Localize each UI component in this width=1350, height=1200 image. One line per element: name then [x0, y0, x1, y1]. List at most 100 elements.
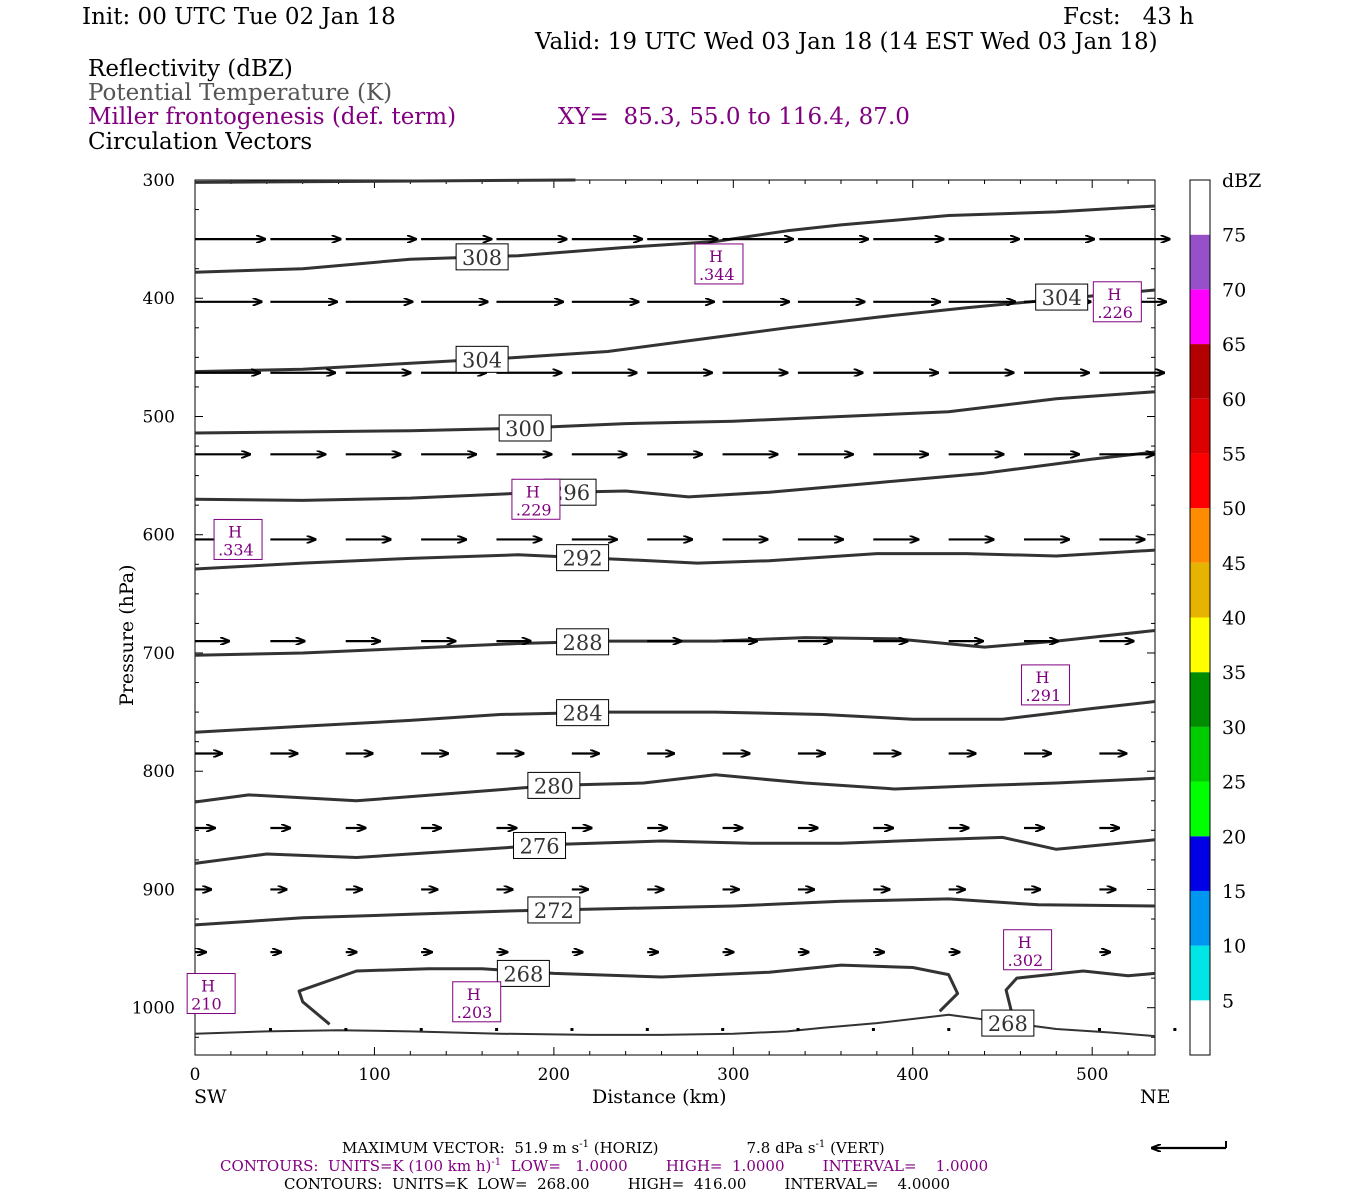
plot-frame — [194, 179, 1156, 1056]
theta-contour-280 — [194, 773, 1156, 804]
y-tick-label: 400 — [143, 289, 175, 309]
wind-vector-dot — [1173, 1027, 1177, 1031]
legend-frontogenesis: Miller frontogenesis (def. term) — [88, 104, 457, 130]
colorbar-segment — [1190, 1000, 1210, 1055]
colorbar-label: 20 — [1222, 826, 1246, 848]
frontogenesis-max-value: .226 — [1097, 303, 1133, 322]
wind-vector-dot — [419, 1027, 423, 1031]
frontogenesis-max-h: H — [201, 977, 215, 996]
theta-contour-268 — [1004, 969, 1156, 1012]
y-tick-label: 600 — [143, 526, 175, 546]
max-vector-line: MAXIMUM VECTOR: 51.9 m s-1 (HORIZ) 7.8 dP… — [342, 1140, 885, 1156]
frontogenesis-max-h: H — [709, 247, 723, 266]
theta-contour-304 — [194, 288, 1156, 374]
colorbar-segment — [1190, 344, 1210, 399]
wind-vector-dot — [645, 1027, 649, 1031]
contour-label: 280 — [534, 774, 574, 798]
contour-label-box — [556, 699, 610, 727]
colorbar-label: 15 — [1222, 881, 1246, 903]
frontogenesis-max-h: H — [467, 985, 481, 1004]
x-axis-title: Distance (km) — [592, 1086, 727, 1108]
contour-label: 304 — [1042, 286, 1082, 310]
frontogenesis-max-value: .302 — [1008, 951, 1044, 970]
frontogenesis-max-box — [213, 518, 263, 560]
colorbar-segment — [1190, 945, 1210, 1001]
contour-label: 300 — [505, 417, 545, 441]
colorbar-label: 45 — [1222, 553, 1246, 575]
legend-theta: Potential Temperature (K) — [88, 80, 393, 106]
contour-label-box — [496, 959, 550, 987]
contour-label: 268 — [503, 962, 543, 986]
contour-label-box — [556, 544, 610, 572]
y-tick-label: 800 — [143, 762, 175, 782]
frontogenesis-max-h: H — [1107, 285, 1121, 304]
contour-label-box — [981, 1009, 1035, 1037]
colorbar-label: 25 — [1222, 772, 1246, 794]
x-tick-label: 500 — [1076, 1065, 1108, 1085]
frontogenesis-max-value: .291 — [1026, 686, 1062, 705]
max-vector-vert-exp: -1 — [815, 1139, 826, 1150]
x-tick-label: 100 — [358, 1065, 390, 1085]
contour-label-box — [455, 345, 509, 373]
contours-fronto-units: CONTOURS: UNITS=K (100 km h) — [220, 1157, 492, 1175]
colorbar-label: 70 — [1222, 279, 1246, 301]
colorbar-segment — [1190, 562, 1210, 618]
colorbar-segment — [1190, 398, 1210, 454]
frontogenesis-max-h: H — [1018, 933, 1032, 952]
frontogenesis-max-value: .334 — [218, 540, 254, 559]
contour-label: 276 — [519, 834, 559, 858]
frontogenesis-max-box — [694, 243, 744, 285]
contour-label: 272 — [534, 899, 574, 923]
frontogenesis-max-box — [1021, 664, 1071, 706]
contours-fronto-exp: -1 — [491, 1157, 502, 1168]
colorbar-segment — [1190, 781, 1210, 837]
max-vector-horiz-exp: -1 — [579, 1139, 589, 1150]
colorbar-label: 35 — [1222, 662, 1246, 684]
contour-label: 288 — [563, 631, 603, 655]
contour-label: 308 — [462, 246, 502, 270]
colorbar-frame — [1189, 179, 1211, 1056]
colorbar-label: 65 — [1222, 334, 1246, 356]
frontogenesis-max-value: .229 — [516, 500, 552, 519]
wind-vector-dot — [269, 1027, 272, 1031]
x-end-label-right: NE — [1140, 1086, 1171, 1108]
frontogenesis-max-box — [511, 478, 561, 520]
max-vector-vert: 7.8 dPa s — [746, 1139, 816, 1157]
theta-contour-268 — [297, 963, 960, 1026]
frontogenesis-max-h: H — [526, 482, 540, 501]
x-end-label-left: SW — [194, 1086, 227, 1108]
contour-label-box — [527, 896, 581, 924]
contours-fronto-line: CONTOURS: UNITS=K (100 km h)-1 LOW= 1.00… — [220, 1158, 988, 1174]
legend-vectors: Circulation Vectors — [88, 129, 313, 155]
frontogenesis-max-box — [452, 981, 502, 1023]
contour-label: 284 — [563, 702, 603, 726]
wind-vector-dot — [495, 1027, 499, 1031]
theta-contour-292 — [194, 548, 1156, 571]
colorbar-segment — [1190, 890, 1210, 946]
y-tick-label: 1000 — [132, 999, 175, 1019]
y-tick-label: 500 — [143, 407, 175, 427]
frontogenesis-max-value: .344 — [699, 265, 735, 284]
wind-vector-dot — [947, 1027, 951, 1031]
xy-endpoints: XY= 85.3, 55.0 to 116.4, 87.0 — [558, 104, 910, 130]
wind-vector-dot — [721, 1027, 725, 1031]
theta-contour-284 — [194, 700, 1156, 734]
colorbar-segment — [1190, 836, 1210, 891]
wind-vector-dot — [1098, 1027, 1102, 1031]
colorbar-segment — [1190, 726, 1210, 782]
theta-contour-300 — [194, 390, 1156, 435]
colorbar-label: 5 — [1222, 990, 1234, 1012]
init-time: Init: 00 UTC Tue 02 Jan 18 — [82, 4, 396, 30]
colorbar-label: 50 — [1222, 498, 1246, 520]
colorbar-label: 55 — [1222, 443, 1246, 465]
contour-label-box — [455, 243, 509, 271]
legend-reflectivity: Reflectivity (dBZ) — [88, 56, 293, 82]
x-tick-label: 400 — [897, 1065, 929, 1085]
colorbar-segment — [1190, 672, 1210, 727]
forecast-hour: Fcst: 43 h — [1063, 4, 1194, 30]
colorbar-segment — [1190, 508, 1210, 563]
colorbar-label: 40 — [1222, 608, 1246, 630]
frontogenesis-max-h: H — [228, 522, 242, 541]
wind-vector-dot — [796, 1027, 800, 1031]
